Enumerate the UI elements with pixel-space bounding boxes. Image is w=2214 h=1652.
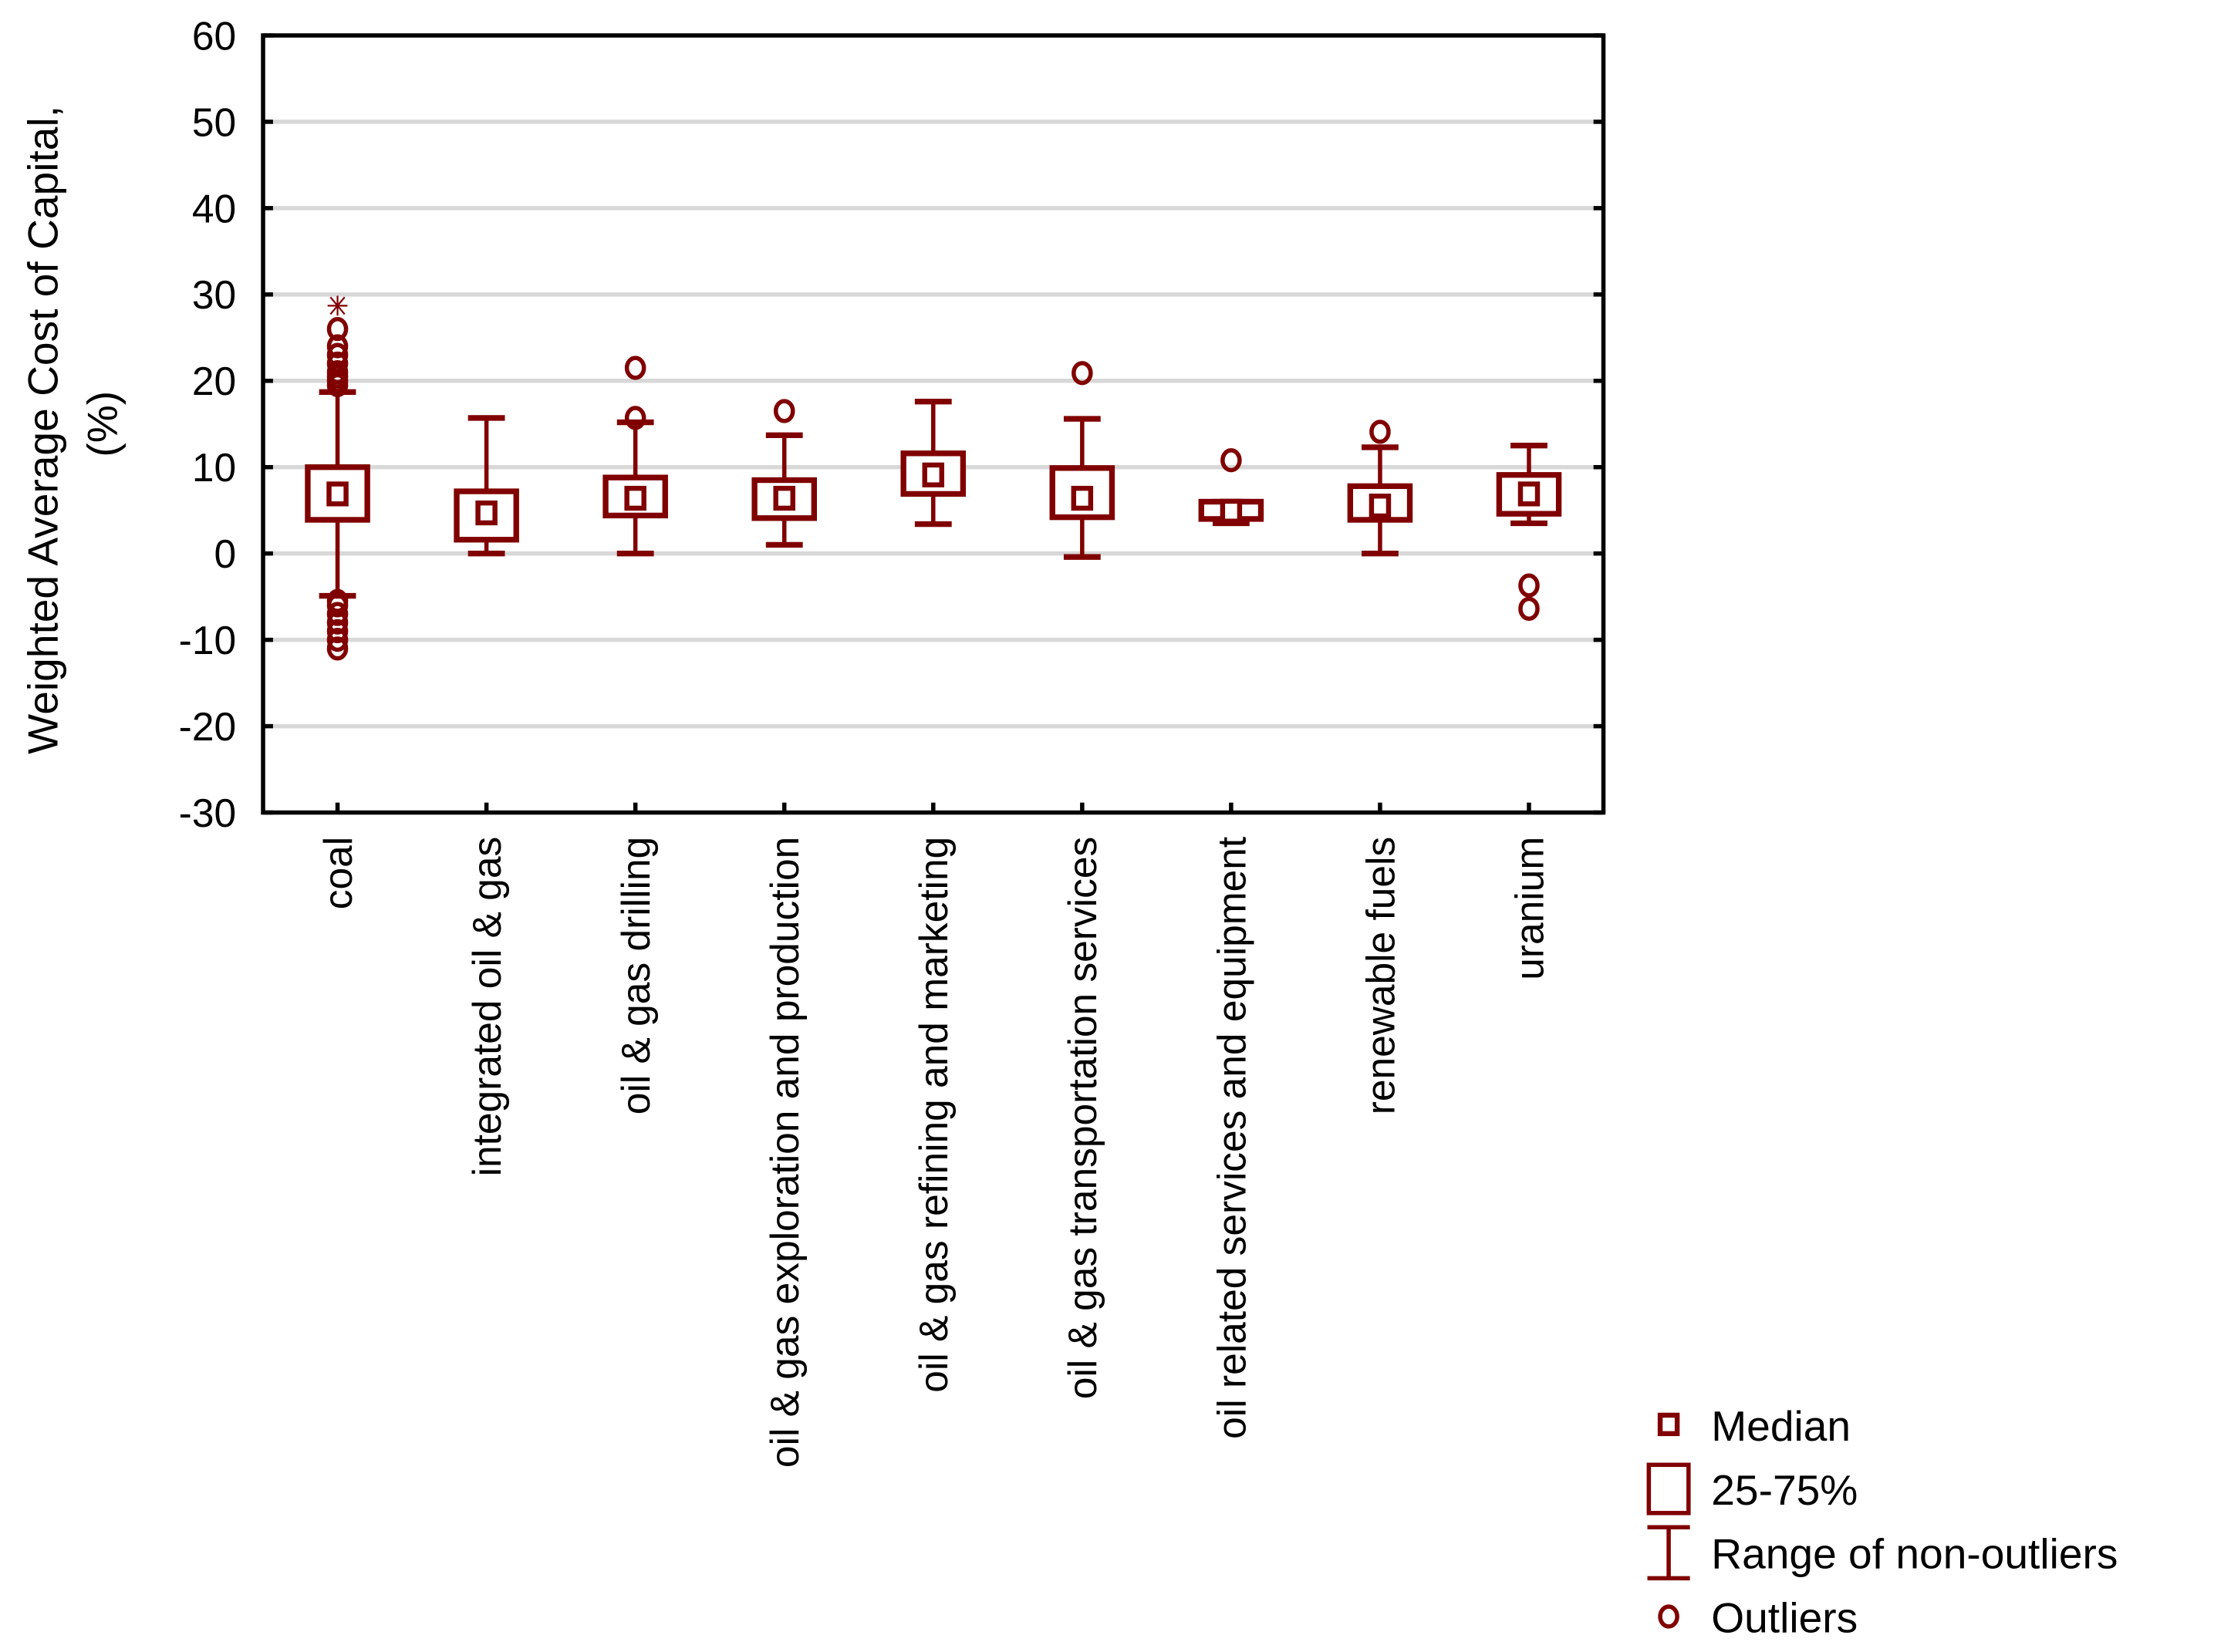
extreme-point xyxy=(327,295,348,316)
outlier-point xyxy=(326,593,349,618)
legend: Median 25-75% Range of non-outliers Outlier… xyxy=(1646,1402,2118,1641)
iqr-box xyxy=(751,477,818,521)
x-tick-label: uranium xyxy=(1507,837,1551,980)
outlier-point xyxy=(624,356,646,380)
outlier-point xyxy=(1220,448,1242,473)
outlier-point xyxy=(326,334,349,359)
y-tick-label: 30 xyxy=(192,272,236,317)
box-group xyxy=(900,398,967,528)
outlier-point xyxy=(326,351,349,376)
x-tick-label: integrated oil & gas xyxy=(464,837,509,1177)
legend-label: Median xyxy=(1711,1402,1851,1450)
y-axis-title: Weighted Average Cost of Capital, (%) xyxy=(19,94,126,754)
x-axis-labels: coal integrated oil & gas oil & gas drilli… xyxy=(316,802,1551,1468)
box-group xyxy=(454,415,519,557)
box-group xyxy=(1198,448,1264,527)
legend-outlier-icon xyxy=(1658,1604,1679,1629)
y-axis-ticks: -30 -20 -10 0 10 20 30 40 50 60 xyxy=(179,13,1604,835)
outlier-point xyxy=(326,316,349,342)
outlier-point xyxy=(1518,573,1540,598)
y-tick-label: -20 xyxy=(179,704,236,749)
box-group xyxy=(602,356,668,557)
x-tick-label: oil related services and equipment xyxy=(1209,837,1254,1439)
median-marker xyxy=(922,462,945,487)
outlier-point xyxy=(326,636,349,661)
outlier-point xyxy=(773,399,795,423)
y-tick-label: -30 xyxy=(179,791,236,835)
legend-item: 25-75% xyxy=(1646,1462,1858,1515)
legend-item: Outliers xyxy=(1658,1593,1858,1641)
x-tick-label: coal xyxy=(316,837,360,909)
y-tick-label: 10 xyxy=(192,445,236,490)
legend-box-icon xyxy=(1646,1462,1691,1515)
outlier-point xyxy=(1518,596,1540,621)
legend-label: Outliers xyxy=(1711,1593,1858,1641)
x-tick-label: oil & gas refining and marketing xyxy=(911,837,956,1393)
legend-median-icon xyxy=(1657,1412,1680,1437)
y-tick-label: 40 xyxy=(192,186,236,231)
median-marker xyxy=(773,485,795,511)
box-group xyxy=(305,295,370,661)
legend-whisker-icon xyxy=(1647,1525,1690,1581)
median-marker xyxy=(1369,494,1392,519)
y-tick-label: 50 xyxy=(192,99,236,144)
box-group xyxy=(1496,443,1562,621)
legend-item: Median xyxy=(1657,1402,1851,1450)
x-tick-label: renewable fuels xyxy=(1358,837,1402,1115)
outlier-point xyxy=(1072,361,1093,386)
y-axis-title-line-1: Weighted Average Cost of Capital, xyxy=(19,106,66,754)
outlier-point xyxy=(326,628,349,652)
outlier-point xyxy=(1369,420,1391,444)
outlier-point xyxy=(326,342,349,367)
boxes xyxy=(305,295,1562,661)
legend-label: Range of non-outliers xyxy=(1711,1530,2118,1578)
y-tick-label: 20 xyxy=(192,359,236,403)
x-tick-label: oil & gas transportation services xyxy=(1060,837,1105,1399)
box-group xyxy=(1347,420,1413,557)
y-axis-title-line-2: (%) xyxy=(79,391,127,457)
box-group xyxy=(1049,361,1115,560)
y-tick-label: 60 xyxy=(192,13,236,58)
outlier-point xyxy=(326,610,349,635)
iqr-box xyxy=(602,474,668,519)
median-marker xyxy=(1071,485,1094,511)
outlier-point xyxy=(326,602,349,626)
median-marker xyxy=(475,500,498,526)
x-tick-label: oil & gas exploration and production xyxy=(762,837,807,1468)
median-marker xyxy=(1517,481,1541,507)
outlier-point xyxy=(326,359,349,385)
outlier-point xyxy=(624,406,646,430)
box-group xyxy=(751,399,818,548)
median-marker xyxy=(326,481,349,507)
y-tick-label: 0 xyxy=(214,531,236,576)
legend-label: 25-75% xyxy=(1711,1466,1858,1514)
legend-item: Range of non-outliers xyxy=(1647,1525,2118,1581)
y-tick-label: -10 xyxy=(179,618,236,662)
median-marker xyxy=(624,485,646,511)
median-marker xyxy=(1220,498,1243,524)
outlier-point xyxy=(326,619,349,644)
x-tick-label: oil & gas drilling xyxy=(613,837,658,1114)
